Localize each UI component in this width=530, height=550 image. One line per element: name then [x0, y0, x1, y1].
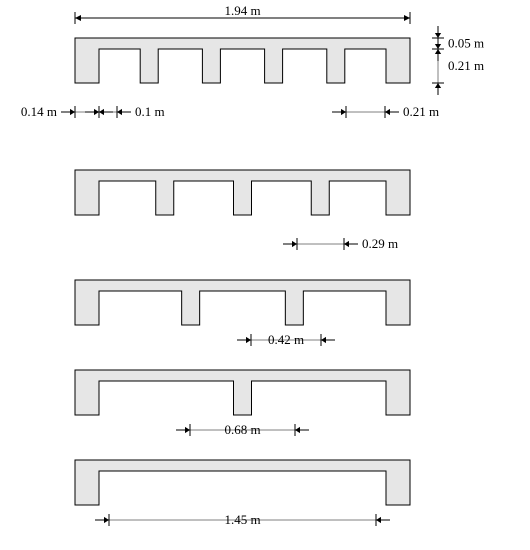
- dim-label: 0.29 m: [362, 236, 398, 251]
- section-s5: 0.29 m: [75, 170, 410, 251]
- section-s3: 0.68 m: [75, 370, 410, 437]
- dim-label: 0.1 m: [135, 104, 165, 119]
- dim-label: 1.94 m: [224, 3, 260, 18]
- section-s4: 0.42 m: [75, 280, 410, 347]
- dim-label: 0.05 m: [448, 36, 484, 51]
- diagram-canvas: 1.94 m 0.05 m 0.21 m 0.14 m 0.1 m 0.21 m 0.29 …: [0, 0, 530, 550]
- dim-label: 0.14 m: [21, 104, 57, 119]
- section-s2: 1.45 m: [75, 460, 410, 527]
- dim-label: 0.21 m: [403, 104, 439, 119]
- dim-label: 0.21 m: [448, 58, 484, 73]
- section-s6: 1.94 m 0.05 m 0.21 m 0.14 m 0.1 m 0.21 m: [21, 3, 484, 119]
- dim-label: 0.68 m: [224, 422, 260, 437]
- dim-label: 1.45 m: [224, 512, 260, 527]
- dim-label: 0.42 m: [268, 332, 304, 347]
